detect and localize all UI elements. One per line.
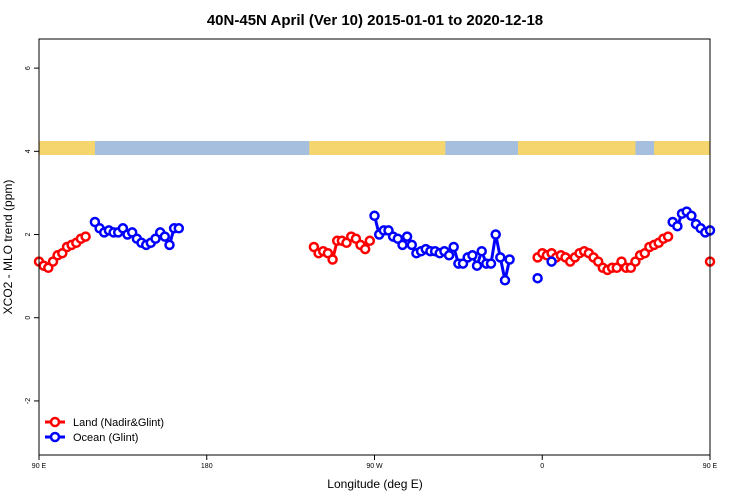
x-tick-label: 90 W bbox=[366, 463, 383, 470]
data-point bbox=[369, 210, 380, 222]
data-point bbox=[532, 272, 543, 284]
data-point bbox=[476, 245, 487, 257]
y-axis: -2 0 2 4 6 bbox=[25, 66, 39, 404]
legend-label-land: Land (Nadir&Glint) bbox=[73, 417, 164, 429]
chart-title: 40N-45N April (Ver 10) 2015-01-01 to 202… bbox=[207, 12, 543, 29]
data-point bbox=[406, 239, 418, 251]
x-axis-label: Longitude (deg E) bbox=[327, 477, 422, 491]
data-point bbox=[327, 254, 338, 265]
land-ocean-strip bbox=[39, 141, 710, 155]
data-point bbox=[467, 250, 478, 261]
data-point bbox=[686, 210, 697, 222]
series-ocean bbox=[89, 206, 716, 286]
data-point bbox=[485, 258, 497, 269]
plot-area bbox=[33, 206, 716, 286]
land-band bbox=[654, 141, 710, 155]
data-point bbox=[662, 231, 674, 242]
data-point bbox=[495, 252, 506, 263]
data-point bbox=[397, 239, 408, 251]
data-point bbox=[546, 256, 557, 267]
data-point bbox=[504, 254, 515, 265]
x-tick-label: 90 E bbox=[32, 463, 47, 470]
x-tick-label: 180 bbox=[201, 463, 213, 470]
series-land bbox=[33, 231, 716, 276]
legend-item-land: Land (Nadir&Glint) bbox=[45, 416, 164, 429]
data-point bbox=[490, 229, 501, 240]
y-tick-label: 0 bbox=[25, 316, 32, 320]
data-point bbox=[401, 231, 413, 242]
data-point bbox=[159, 231, 171, 242]
y-tick-label: 2 bbox=[25, 232, 32, 236]
y-tick-label: 6 bbox=[25, 66, 32, 70]
legend-marker-ocean bbox=[49, 431, 61, 443]
y-tick-label: 4 bbox=[25, 149, 32, 153]
data-point bbox=[448, 241, 459, 253]
y-axis-label: XCO2 - MLO trend (ppm) bbox=[1, 180, 15, 315]
data-point bbox=[499, 275, 511, 286]
x-tick-label: 90 E bbox=[703, 463, 718, 470]
legend-label-ocean: Ocean (Glint) bbox=[73, 432, 138, 444]
legend-marker-land bbox=[49, 416, 61, 428]
data-point bbox=[173, 223, 185, 234]
data-point bbox=[164, 239, 175, 251]
x-axis: 90 E 180 90 W 0 90 E bbox=[32, 455, 718, 470]
data-point bbox=[443, 250, 455, 261]
legend-item-ocean: Ocean (Glint) bbox=[45, 431, 138, 444]
x-tick-label: 0 bbox=[540, 463, 544, 470]
y-tick-label: -2 bbox=[25, 398, 32, 404]
data-point bbox=[672, 220, 683, 232]
data-point bbox=[471, 260, 483, 271]
data-point bbox=[359, 243, 371, 255]
land-band bbox=[518, 141, 636, 155]
legend: Land (Nadir&Glint) Ocean (Glint) bbox=[45, 416, 164, 444]
data-point bbox=[80, 231, 91, 242]
land-band bbox=[39, 141, 95, 155]
data-point bbox=[364, 235, 376, 247]
land-band bbox=[309, 141, 446, 155]
